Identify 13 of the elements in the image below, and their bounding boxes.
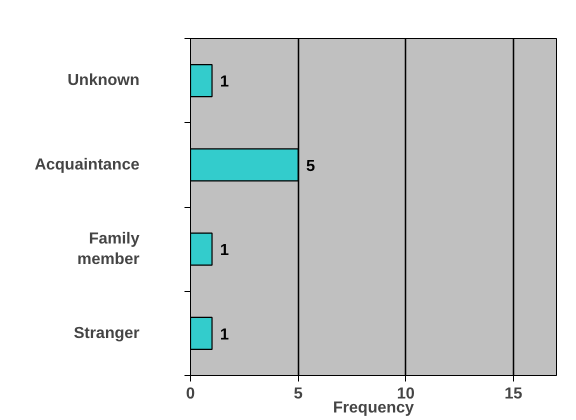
- data-label: 1: [220, 242, 230, 260]
- x-tick-label: 0: [186, 386, 196, 402]
- x-axis-title: Frequency: [333, 400, 414, 416]
- y-tick-label: Acquaintance: [34, 156, 140, 174]
- x-tick-label: 10: [396, 386, 415, 402]
- y-tick-label: Unknown: [68, 72, 140, 90]
- data-label: 1: [220, 326, 230, 344]
- x-tick-label: 15: [504, 386, 522, 402]
- x-tick-label: 5: [294, 386, 303, 402]
- y-tick-label: Stranger: [74, 324, 140, 342]
- data-label: 1: [220, 74, 230, 91]
- data-label: 5: [306, 158, 316, 175]
- y-tick-label: Family member: [77, 230, 140, 268]
